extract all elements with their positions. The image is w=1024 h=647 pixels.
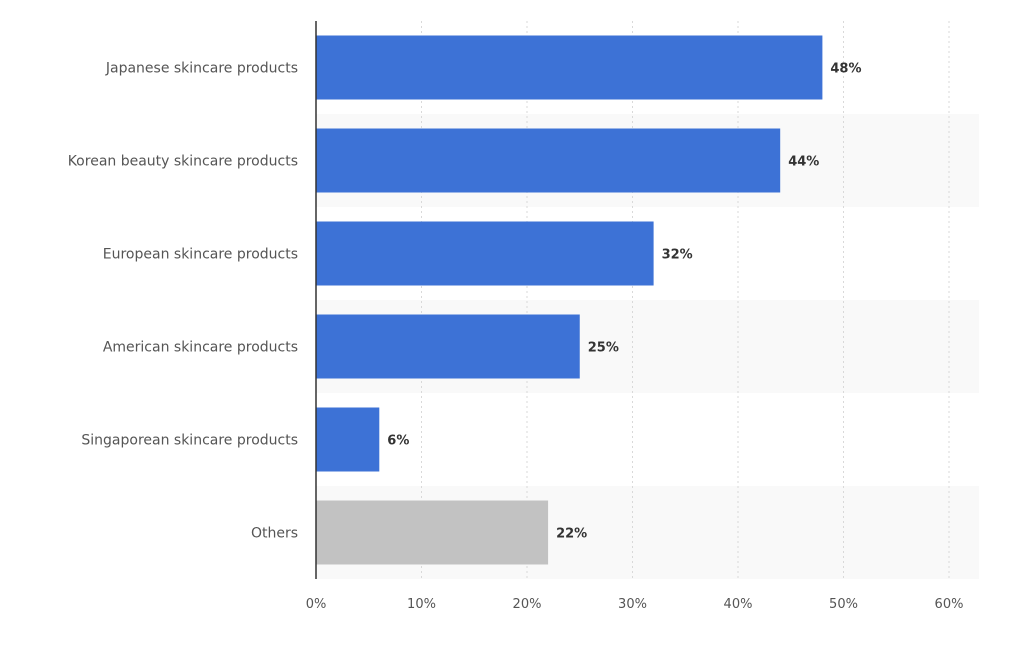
gridlines — [421, 21, 950, 579]
x-tick-labels: 0% 10% 20% 30% 40% 50% 60% — [306, 597, 964, 612]
bar — [316, 128, 781, 193]
data-label: 48% — [830, 62, 861, 77]
category-label: Korean beauty skincare products — [68, 154, 298, 170]
x-tick-label: 0% — [306, 597, 327, 612]
data-label: 22% — [556, 527, 587, 542]
x-tick-label: 30% — [618, 597, 647, 612]
x-tick-label: 20% — [513, 597, 542, 612]
category-label: Japanese skincare products — [105, 61, 298, 77]
bar — [316, 35, 823, 100]
category-label: Singaporean skincare products — [81, 433, 298, 449]
bar — [316, 314, 580, 379]
data-label: 25% — [588, 341, 619, 356]
category-label: American skincare products — [103, 340, 298, 356]
bar — [316, 500, 549, 565]
category-label: European skincare products — [103, 247, 298, 263]
value-labels: 48% 44% 32% 25% 6% 22% — [387, 62, 861, 542]
data-label: 44% — [788, 155, 819, 170]
category-labels: Japanese skincare products Korean beauty … — [68, 61, 298, 542]
x-tick-label: 50% — [829, 597, 858, 612]
data-label: 32% — [662, 248, 693, 263]
x-tick-label: 10% — [407, 597, 436, 612]
x-tick-label: 40% — [724, 597, 753, 612]
bar — [316, 407, 380, 472]
category-label: Others — [251, 526, 298, 542]
bar — [316, 221, 654, 286]
bars — [316, 35, 823, 565]
x-tick-label: 60% — [935, 597, 964, 612]
data-label: 6% — [387, 434, 409, 449]
